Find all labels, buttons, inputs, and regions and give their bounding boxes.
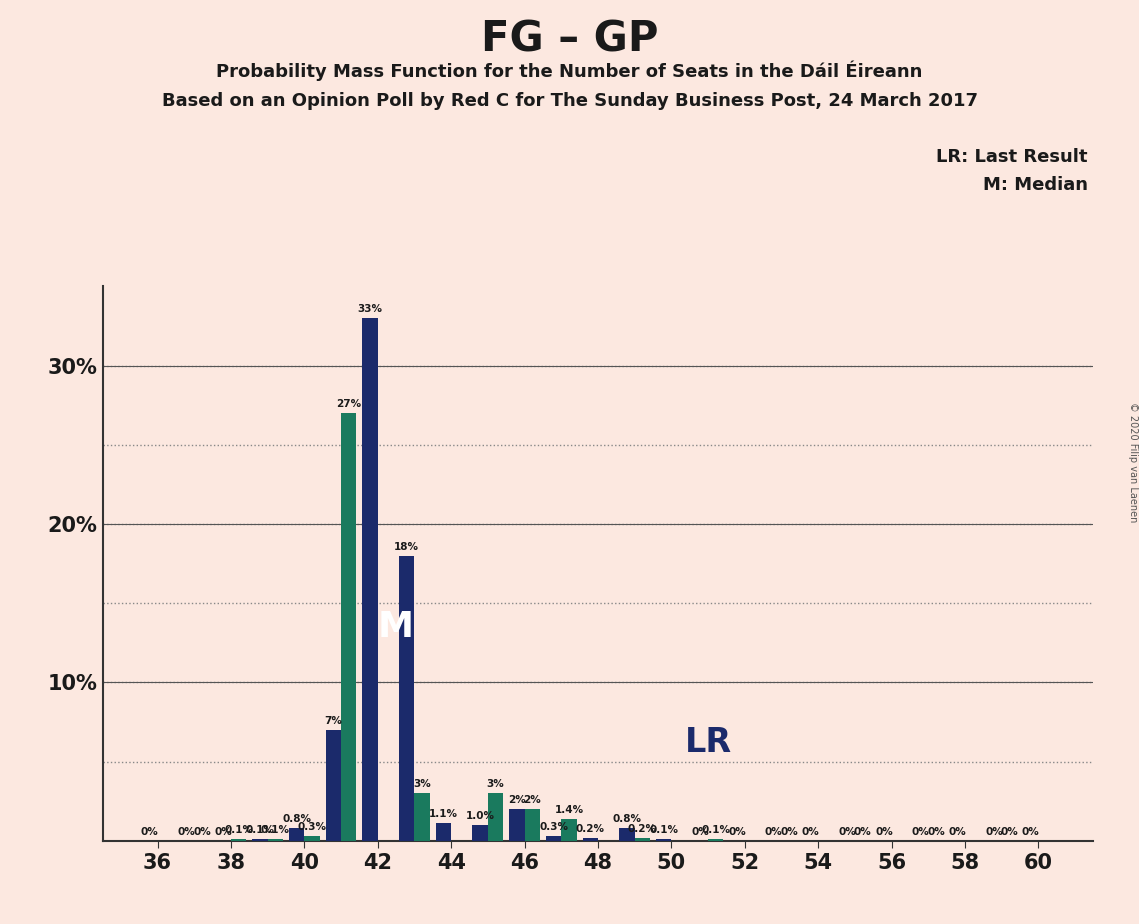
Text: 7%: 7% <box>325 716 343 726</box>
Bar <box>231 839 246 841</box>
Text: 0%: 0% <box>780 827 798 837</box>
Text: 0.2%: 0.2% <box>576 823 605 833</box>
Text: 0%: 0% <box>838 827 857 837</box>
Bar <box>326 730 341 841</box>
Bar <box>487 794 503 841</box>
Bar <box>436 823 451 841</box>
Text: Probability Mass Function for the Number of Seats in the Dáil Éireann: Probability Mass Function for the Number… <box>216 60 923 80</box>
Text: 0%: 0% <box>1000 827 1018 837</box>
Text: 0%: 0% <box>875 827 893 837</box>
Text: 0.1%: 0.1% <box>246 825 274 835</box>
Text: 0.1%: 0.1% <box>649 825 678 835</box>
Text: 0%: 0% <box>214 827 232 837</box>
Bar <box>620 828 634 841</box>
Bar <box>525 809 540 841</box>
Bar <box>289 828 304 841</box>
Bar <box>634 838 650 841</box>
Bar <box>509 809 525 841</box>
Text: 0%: 0% <box>141 827 158 837</box>
Text: 0%: 0% <box>949 827 966 837</box>
Bar <box>268 839 284 841</box>
Text: 0%: 0% <box>691 827 710 837</box>
Text: LR: Last Result: LR: Last Result <box>936 148 1088 165</box>
Text: 1.1%: 1.1% <box>429 809 458 820</box>
Text: 3%: 3% <box>413 779 431 789</box>
Bar <box>341 413 357 841</box>
Text: 1.0%: 1.0% <box>466 811 494 821</box>
Text: 0.8%: 0.8% <box>282 814 311 824</box>
Text: FG – GP: FG – GP <box>481 18 658 60</box>
Text: 3%: 3% <box>486 779 505 789</box>
Bar <box>546 836 562 841</box>
Text: 0%: 0% <box>1022 827 1040 837</box>
Bar <box>582 838 598 841</box>
Text: 0%: 0% <box>178 827 196 837</box>
Text: M: Median: M: Median <box>983 176 1088 193</box>
Bar <box>656 839 671 841</box>
Text: © 2020 Filip van Laenen: © 2020 Filip van Laenen <box>1129 402 1138 522</box>
Bar <box>362 318 378 841</box>
Text: 0%: 0% <box>927 827 945 837</box>
Text: 18%: 18% <box>394 541 419 552</box>
Bar <box>252 839 268 841</box>
Text: 2%: 2% <box>508 796 526 805</box>
Text: 0.1%: 0.1% <box>702 825 730 835</box>
Bar <box>473 825 487 841</box>
Bar <box>399 555 415 841</box>
Text: 2%: 2% <box>524 796 541 805</box>
Text: 0.1%: 0.1% <box>261 825 289 835</box>
Text: 1.4%: 1.4% <box>555 805 583 815</box>
Text: 0.3%: 0.3% <box>297 822 327 833</box>
Text: 0.1%: 0.1% <box>224 825 253 835</box>
Text: 0%: 0% <box>911 827 929 837</box>
Text: 33%: 33% <box>358 304 383 314</box>
Text: 0.8%: 0.8% <box>613 814 641 824</box>
Text: 0.2%: 0.2% <box>628 823 657 833</box>
Text: 0%: 0% <box>728 827 746 837</box>
Text: LR: LR <box>685 726 731 760</box>
Bar <box>562 819 576 841</box>
Text: 0.3%: 0.3% <box>539 822 568 833</box>
Text: 0%: 0% <box>985 827 1002 837</box>
Bar <box>415 794 429 841</box>
Bar <box>304 836 320 841</box>
Text: 0%: 0% <box>854 827 871 837</box>
Text: M: M <box>378 610 413 644</box>
Text: 27%: 27% <box>336 399 361 409</box>
Text: 0%: 0% <box>765 827 782 837</box>
Text: Based on an Opinion Poll by Red C for The Sunday Business Post, 24 March 2017: Based on an Opinion Poll by Red C for Th… <box>162 92 977 110</box>
Bar <box>708 839 723 841</box>
Text: 0%: 0% <box>194 827 211 837</box>
Text: 0%: 0% <box>802 827 819 837</box>
